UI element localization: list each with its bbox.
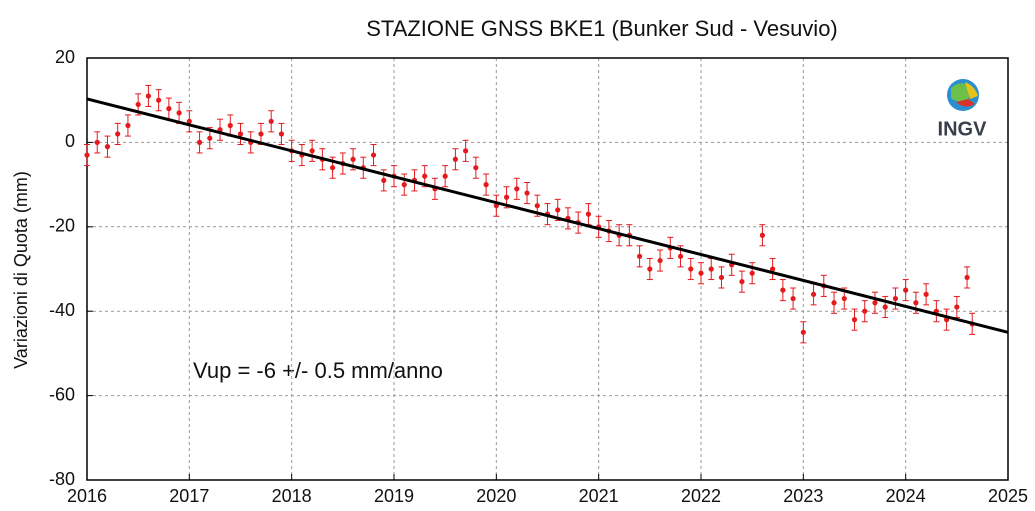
y-tick-label: 20 (55, 47, 75, 67)
data-point (309, 148, 315, 154)
x-tick-label: 2019 (374, 486, 414, 506)
x-tick-label: 2016 (67, 486, 107, 506)
data-point (923, 291, 929, 297)
logo-land (956, 99, 975, 107)
trend-line (86, 97, 1009, 334)
data-point (176, 110, 182, 116)
x-tick-label: 2024 (886, 486, 926, 506)
data-point (237, 131, 244, 137)
data-point (442, 173, 448, 179)
x-tick-label: 2017 (169, 486, 209, 506)
data-point (381, 177, 387, 183)
data-point (514, 186, 520, 192)
data-point (831, 300, 837, 306)
data-point (473, 165, 479, 171)
x-tick-label: 2020 (476, 486, 516, 506)
data-point (800, 329, 806, 335)
data-point (688, 266, 694, 272)
data-point (483, 182, 489, 188)
data-point (841, 295, 847, 302)
logo-land (965, 82, 978, 99)
data-point (637, 253, 643, 259)
data-point (790, 295, 796, 302)
data-point (135, 101, 141, 108)
data-point (862, 308, 868, 314)
logo-text: INGV (938, 118, 988, 140)
data-point (145, 93, 151, 99)
data-point (125, 122, 131, 129)
data-point (759, 232, 766, 238)
logo: INGV (938, 79, 988, 140)
data-point (156, 97, 162, 103)
data-point (207, 135, 213, 141)
data-point (350, 156, 356, 162)
data-point (708, 266, 714, 272)
data-point (524, 190, 530, 196)
y-tick-label: -60 (49, 384, 75, 404)
data-point (84, 152, 90, 158)
data-point (780, 287, 786, 293)
data-point (104, 144, 111, 150)
data-point (851, 317, 858, 323)
data-point (227, 122, 233, 129)
data-point (268, 118, 274, 124)
data-point (196, 139, 203, 145)
data-point (647, 266, 653, 272)
data-point (954, 304, 960, 310)
y-tick-label: -40 (49, 300, 75, 320)
data-point (872, 300, 878, 306)
data-point (892, 295, 899, 302)
data-point (401, 182, 407, 188)
annotation: Vup = -6 +/- 0.5 mm/anno (193, 358, 443, 383)
data-point (657, 257, 663, 264)
x-tick-label: 2018 (272, 486, 312, 506)
y-tick-label: -20 (49, 216, 75, 236)
chart-title: STAZIONE GNSS BKE1 (Bunker Sud - Vesuvio… (366, 16, 838, 41)
data-point (186, 118, 192, 124)
data-point (964, 274, 970, 281)
data-point (913, 300, 919, 306)
data-point (278, 131, 285, 137)
plot-frame (86, 57, 1009, 481)
x-tick-label: 2023 (783, 486, 823, 506)
data-point (585, 211, 592, 217)
data-point (555, 207, 561, 213)
data-point (463, 148, 469, 154)
data-point (810, 291, 817, 297)
data-point (739, 279, 745, 285)
data-point (749, 270, 755, 276)
data-point (452, 156, 458, 162)
data-point (882, 304, 888, 310)
x-tick-label: 2022 (681, 486, 721, 506)
data-point (94, 139, 100, 145)
x-tick-label: 2021 (579, 486, 619, 506)
y-tick-label: -80 (49, 469, 75, 489)
data-point (534, 203, 540, 209)
data-point (903, 287, 909, 293)
logo-land (951, 83, 972, 102)
data-point (718, 274, 725, 281)
x-tick-label: 2025 (988, 486, 1028, 506)
data-point (503, 194, 510, 200)
data-point (370, 152, 377, 158)
data-point (422, 173, 428, 179)
data-point (258, 131, 264, 137)
data-point (330, 165, 336, 171)
data-point (677, 253, 684, 259)
data-point (770, 266, 776, 272)
y-axis-label: Variazioni di Quota (mm) (11, 171, 31, 369)
y-tick-label: 0 (65, 131, 75, 151)
data-point (166, 106, 172, 112)
data-point (115, 131, 121, 137)
data-point (698, 270, 704, 276)
